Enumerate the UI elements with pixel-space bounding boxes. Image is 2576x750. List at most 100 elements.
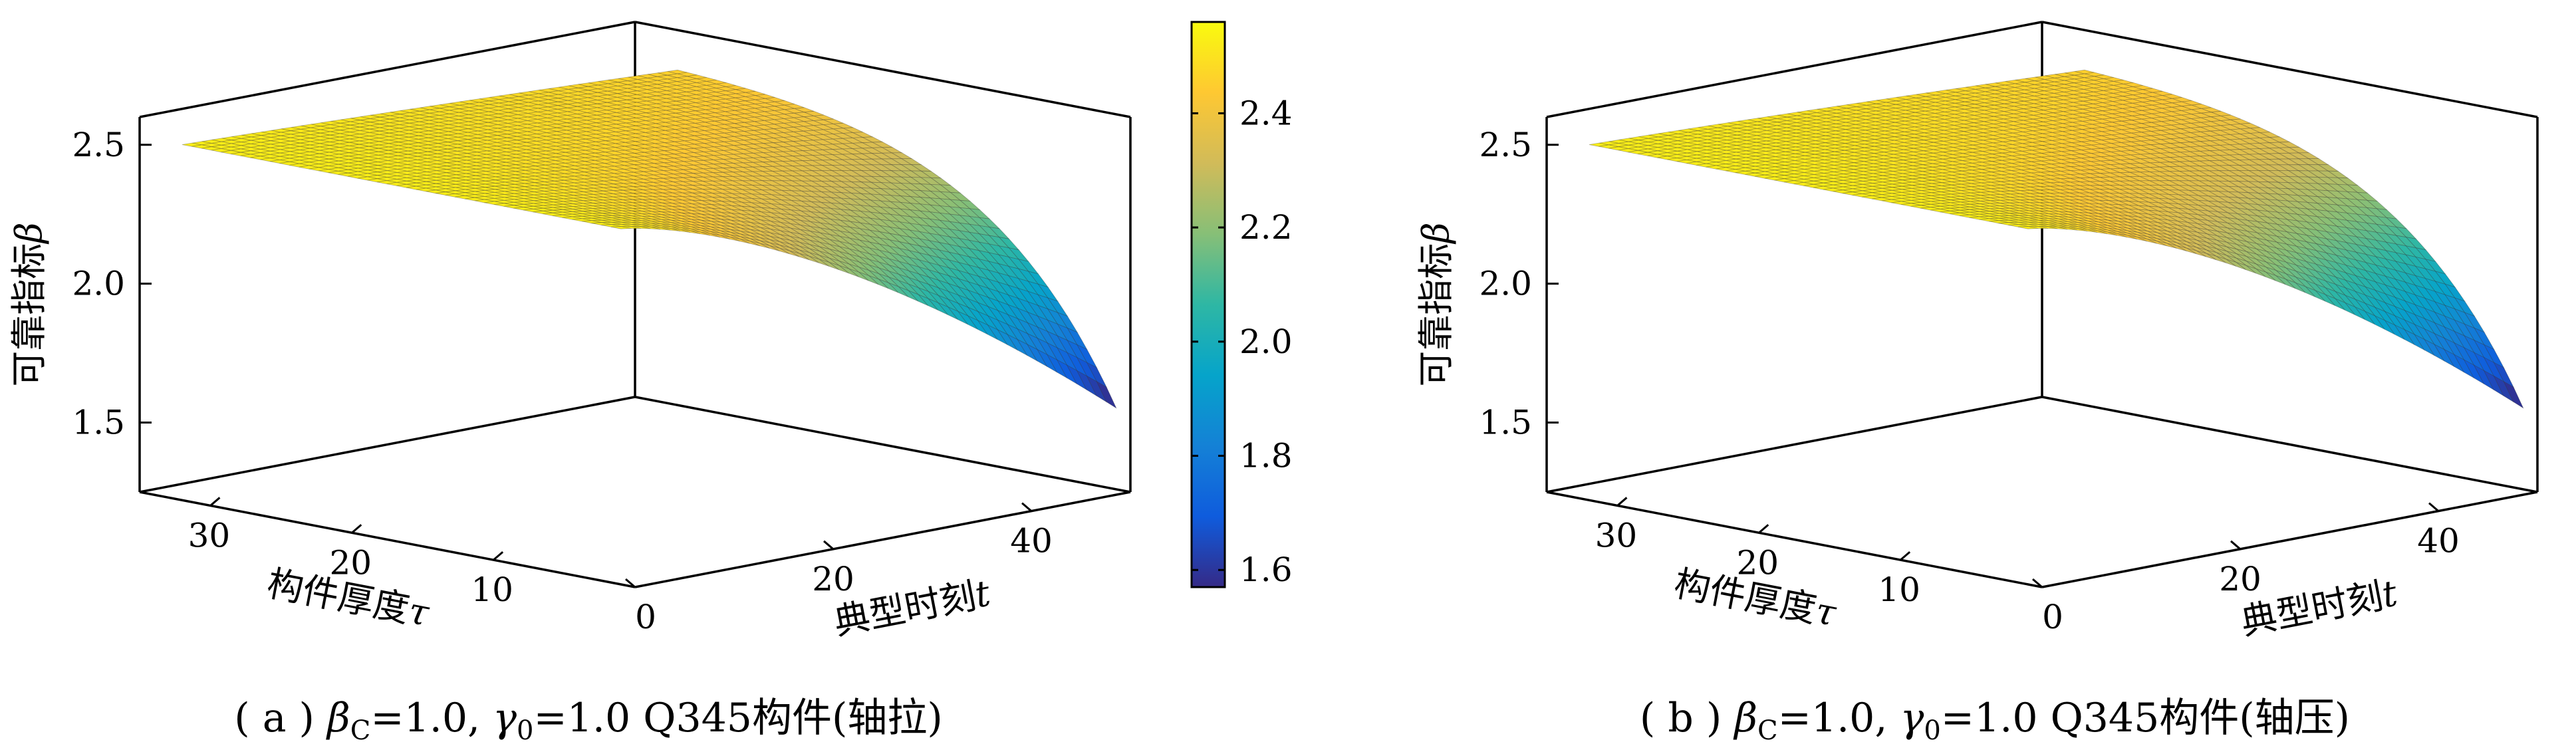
surface-cell (742, 171, 763, 177)
surface-cell (733, 162, 753, 168)
surface-cell (692, 181, 713, 186)
z-axis-label: 可靠指标β (8, 222, 50, 386)
surface-cell (988, 227, 1010, 239)
y-axis-label: 典型时刻t (831, 572, 994, 643)
surface-cell (870, 199, 892, 209)
surface-cell (479, 108, 499, 112)
surface-cell (722, 176, 743, 182)
surface-cell (280, 140, 301, 145)
z-tick-label: 2.5 (72, 126, 125, 164)
surface-cell (637, 77, 658, 82)
surface-cell (555, 159, 576, 164)
surface-cell (487, 135, 507, 140)
surface-cell (859, 251, 880, 263)
surface-cell (811, 191, 832, 198)
surface-cell (715, 86, 736, 92)
surface-cell (507, 140, 527, 144)
surface-cell (888, 277, 909, 291)
surface-cell (823, 149, 842, 155)
surface-cell (664, 162, 684, 167)
surface-cell (584, 156, 605, 161)
surface-cell (596, 132, 616, 138)
surface-cell (577, 116, 597, 121)
surface-cell (702, 189, 723, 194)
surface-cell (508, 107, 529, 112)
surface-cell (468, 116, 489, 121)
surface-cell (507, 128, 527, 134)
surface-cell (290, 136, 311, 140)
x-tick-label: 30 (1595, 516, 1638, 555)
surface-cell (518, 109, 538, 114)
surface-cell (928, 233, 950, 245)
surface-cell (910, 177, 932, 185)
surface-cell (1066, 364, 1087, 391)
surface-cell (918, 245, 940, 259)
surface-cell (1007, 314, 1029, 334)
surface-cell (714, 137, 734, 142)
surface-cell (890, 170, 912, 178)
surface-cell (781, 204, 801, 211)
surface-cell (978, 225, 1000, 238)
surface-cell (773, 137, 794, 143)
x-tick-mark (1616, 497, 1628, 507)
surface-cell (658, 70, 678, 76)
surface-cell (654, 162, 674, 168)
surface-cell (674, 157, 694, 162)
surface-cell (449, 116, 469, 120)
surface-cell (773, 122, 794, 128)
surface-cell (735, 113, 755, 119)
surface-cell (596, 106, 617, 111)
surface-cell (1086, 375, 1107, 403)
surface-cell (928, 247, 950, 261)
surface-cell (910, 196, 932, 205)
surface-cell (477, 147, 497, 152)
surface-cell (489, 99, 509, 104)
surface-cell (910, 164, 932, 172)
surface-cell (763, 161, 783, 167)
surface-cell (713, 168, 733, 173)
surface-cell (686, 110, 706, 116)
z-tick-label: 2.0 (72, 265, 125, 303)
surface-cell (783, 141, 803, 147)
surface-cell (448, 122, 469, 127)
surface-cell (340, 118, 360, 122)
surface-cell (633, 178, 654, 184)
surface-cell (1047, 297, 1069, 317)
surface-cell (330, 136, 350, 141)
surface-cell (614, 154, 635, 158)
surface-cell (840, 219, 860, 229)
surface-cell (840, 192, 862, 200)
z-tick-label: 1.5 (72, 404, 125, 442)
surface-cell (820, 217, 840, 226)
surface-cell (715, 115, 735, 121)
surface-cell (878, 237, 900, 249)
surface-cell (637, 81, 658, 86)
surface-cell (725, 110, 745, 116)
surface-cell (192, 144, 212, 149)
surface-cell (684, 152, 704, 158)
surface-cell (448, 147, 467, 152)
surface-cell (319, 142, 340, 146)
surface-cell (793, 121, 814, 127)
surface-cell (378, 153, 398, 158)
z-tick-label: 2.5 (1479, 126, 1532, 164)
surface-cell (878, 267, 899, 281)
surface-cell (618, 80, 638, 85)
surface-cell (763, 152, 783, 158)
surface-cell (761, 189, 782, 195)
surface-cell (929, 204, 951, 215)
surface-cell (781, 213, 801, 221)
surface-cell (957, 311, 978, 330)
surface-cell (919, 217, 941, 228)
surface-cell (459, 107, 479, 112)
surface-cell (378, 150, 398, 154)
surface-cell (1046, 354, 1068, 379)
surface-cell (605, 147, 626, 152)
surface-cell (1056, 359, 1078, 385)
surface-cell (626, 114, 646, 118)
surface-cell (585, 145, 606, 150)
surface-cell (1016, 338, 1038, 362)
surface-cell (852, 132, 874, 138)
surface-cell (558, 96, 578, 101)
